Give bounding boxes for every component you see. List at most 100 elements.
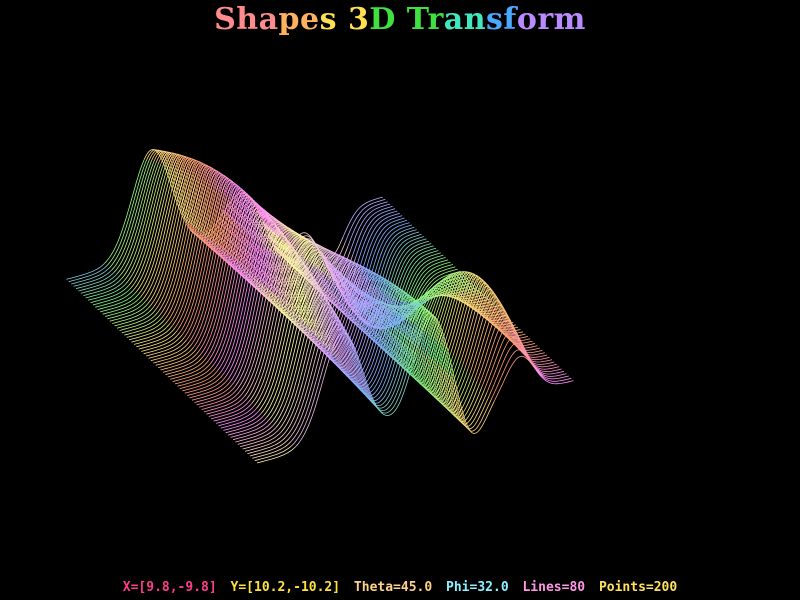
surface-line-segment [427,354,468,409]
surface-line-segment [85,280,125,299]
surface-line-segment [254,444,294,461]
surface-line-segment [83,278,122,296]
surface-line-segment [272,231,313,265]
surface-line-segment [199,388,238,408]
surface-line-segment [491,349,532,399]
surface-line-segment [227,417,267,436]
surface-line-segment [201,167,243,266]
surface-line-segment [247,203,289,308]
surface-line-segment [128,165,169,286]
surface-line-segment [206,395,245,415]
page-title: Shapes 3D Transform [0,2,800,37]
surface-line-segment [235,424,274,443]
surface-line-segment [292,248,333,283]
surface-line-segment [78,274,117,292]
surface-line-segment [493,355,535,402]
surface-line-segment [367,306,408,353]
surface-line-segment [189,161,231,256]
surface-line-segment [111,160,152,271]
surface-line-segment [227,239,268,380]
surface-line-segment [225,415,265,434]
surface-line-segment [131,323,171,343]
surface-line-segment [247,436,286,455]
surface-line-segment [203,212,244,357]
surface-line-segment [480,295,521,333]
surface-line-segment [220,410,260,429]
surface-line-segment [232,422,272,441]
surface-line-segment [345,199,386,242]
surface-line-segment [351,282,392,329]
surface-line-segment [208,398,248,417]
status-points: Points=200 [598,580,678,595]
surface-line [66,149,383,280]
surface-line-segment [270,229,311,262]
surface-line-segment [437,362,478,418]
surface-line-segment [432,358,473,413]
surface-line-segment [311,305,353,354]
surface-line-segment [218,407,257,427]
surface-line-segment [261,286,302,414]
surface-line-segment [244,260,285,292]
surface-line-segment [245,201,286,306]
surface-line-segment [412,264,453,303]
surface-line-segment [362,215,403,271]
surface-line-segment [352,206,393,255]
surface-line-segment [187,160,228,254]
surface-line-segment [282,240,323,274]
surface-line-segment [273,306,314,426]
surface-line-segment [188,198,230,343]
surface-line-segment [106,159,148,266]
surface-line-segment [170,360,209,380]
surface-line-segment [371,310,413,357]
surface-line-segment [452,278,494,356]
surface-line-segment [275,281,316,320]
surface-line-segment [230,199,272,230]
surface-line-segment [229,250,271,279]
surface-line-segment [275,233,316,267]
surface-line-segment [119,312,158,331]
surface-line-segment [438,271,479,343]
surface-line-segment [174,365,214,385]
surface-line-segment [71,267,110,285]
surface-line-segment [405,336,447,388]
surface-line-segment [290,334,331,443]
surface-line-segment [482,296,523,335]
surface-line-segment [113,161,155,273]
surface-line-segment [280,284,321,325]
surface-line-segment [223,412,262,431]
surface-line-segment [282,286,324,327]
surface-line-segment [458,290,499,312]
surface-line-segment [437,287,478,297]
surface-line-segment [213,403,253,422]
surface-line-segment [276,239,318,338]
surface-line-segment [114,307,154,327]
surface-line-segment [123,163,164,282]
status-y-range: Y=[10.2,-10.2] [230,580,341,595]
surface-line-segment [155,346,195,366]
surface-line-segment [211,400,250,420]
surface-line-segment [439,364,480,420]
surface-line-segment [320,252,361,297]
surface-line-segment [427,278,468,300]
surface-line-segment [511,327,552,363]
surface-line-segment [230,419,269,438]
surface-line-segment [234,253,275,283]
surface-line-segment [225,195,267,225]
surface-line-segment [200,209,242,355]
surface-line-segment [186,196,227,341]
surface-line-segment [68,265,108,283]
surface-line-segment [249,439,289,457]
surface-line-segment [116,309,156,329]
surface-line-segment [222,244,263,272]
surface-line-segment [393,245,434,300]
surface-line-segment [370,281,412,341]
surface-line-segment [434,285,475,298]
surface-line-segment [236,255,278,285]
surface-line-segment [263,222,304,255]
surface-line-segment [358,288,400,330]
surface-line-segment [455,280,496,358]
surface-line-segment [441,367,483,423]
surface-line-segment [182,158,224,250]
surface-line-segment [485,297,526,337]
surface-line-segment [463,290,504,317]
